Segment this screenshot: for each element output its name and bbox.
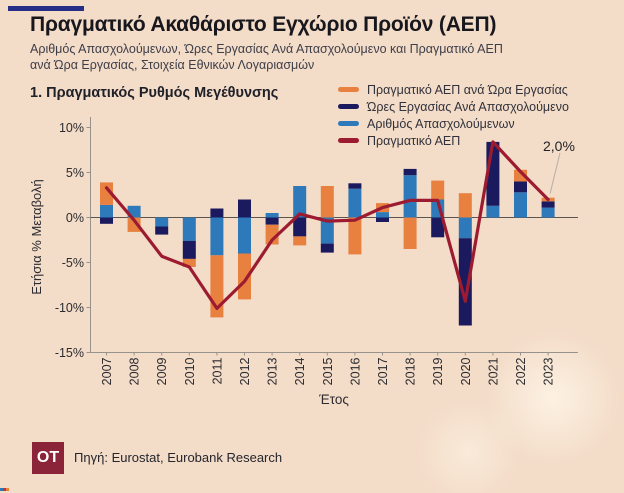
x-tick-label: 2013 [266, 357, 280, 385]
legend-item-employment: Αριθμός Απασχολούμενων [338, 115, 569, 132]
subtitle-line-2: ανά Ώρα Εργασίας, Στοιχεία Εθνικών Λογαρ… [30, 58, 315, 72]
speck-blue [0, 488, 3, 491]
bar-segment-2018 [403, 168, 417, 176]
bar-segment-2016 [348, 217, 362, 255]
annotation-connector [549, 152, 561, 194]
x-tick-label: 2016 [348, 357, 362, 385]
line-end-annotation: 2,0% [543, 138, 575, 154]
subtitle-line-1: Αριθμός Απασχολούμενων, Ώρες Εργασίας Αν… [30, 42, 503, 56]
bar-segment-2015 [320, 243, 334, 253]
speck-orange [6, 488, 9, 491]
bar-segment-2018 [403, 175, 417, 218]
bar-segment-2020 [458, 238, 472, 326]
source-credit: Πηγή: Eurostat, Eurobank Research [74, 450, 283, 465]
bar-segment-2014 [293, 217, 307, 237]
page-subtitle: Αριθμός Απασχολούμενων, Ώρες Εργασίας Αν… [30, 41, 590, 73]
bar-segment-2009 [155, 226, 169, 235]
y-tick-label: 0% [66, 211, 84, 225]
legend-label: Ώρες Εργασίας Ανά Απασχολούμενο [367, 99, 569, 114]
bar-segment-2012 [238, 253, 251, 300]
bar-segment-2020 [458, 193, 472, 218]
real-gdp-line [104, 140, 550, 310]
bar-segment-2022 [514, 169, 527, 182]
x-tick-label: 2022 [514, 357, 528, 385]
bar-segment-2022 [514, 192, 527, 218]
x-tick-label: 2014 [293, 357, 307, 385]
bar-segment-2009 [155, 217, 169, 227]
speck-red [3, 488, 6, 491]
bar-segment-2010 [182, 240, 196, 259]
bar-segment-2023 [541, 201, 555, 208]
bar-segment-2015 [320, 186, 334, 218]
bar-segment-2011 [210, 217, 224, 256]
y-tick-label: 10% [59, 121, 84, 135]
legend-swatch-darkred [338, 138, 359, 143]
bar-segment-2013 [265, 213, 279, 218]
corner-artifact [0, 488, 9, 491]
x-tick-label: 2009 [155, 357, 169, 385]
bar-segment-2008 [127, 205, 141, 218]
bar-segment-2023 [541, 207, 555, 218]
bar-segment-2010 [182, 217, 196, 241]
x-tick-label: 2017 [376, 357, 390, 385]
y-tick-label: -5% [62, 256, 84, 270]
legend-swatch-blue [338, 121, 359, 126]
chart-legend: Πραγματικό ΑΕΠ ανά Ώρα Εργασίας Ώρες Εργ… [338, 81, 569, 149]
bar-segment-2011 [210, 208, 224, 218]
x-tick-label: 2012 [238, 357, 252, 385]
bar-segment-2013 [265, 224, 279, 245]
bar-segment-2008 [127, 217, 141, 232]
chart-title: 1. Πραγματικός Ρυθμός Μεγέθυνσης [30, 85, 279, 101]
bar-segment-2016 [348, 188, 362, 218]
y-axis-title: Ετήσια % Μεταβολή [29, 179, 44, 295]
bar-segment-2017 [376, 217, 389, 222]
ot-logo: OT [32, 442, 64, 474]
bar-segment-2007 [100, 204, 113, 218]
x-tick-label: 2019 [431, 357, 445, 385]
x-tick-label: 2011 [210, 357, 224, 384]
y-tick-label: -15% [55, 346, 84, 360]
x-tick-label: 2018 [404, 357, 418, 385]
x-axis-title: Έτος [318, 392, 349, 407]
x-tick-label: 2023 [542, 357, 556, 385]
bar-segment-2007 [100, 182, 113, 205]
legend-label: Πραγματικό ΑΕΠ [367, 133, 461, 148]
bar-segment-2019 [431, 217, 445, 238]
legend-swatch-orange [338, 87, 359, 92]
x-tick-label: 2021 [486, 357, 500, 385]
bar-segment-2014 [293, 236, 307, 246]
bar-segment-2021 [486, 205, 500, 218]
legend-item-gdp-per-hour: Πραγματικό ΑΕΠ ανά Ώρα Εργασίας [338, 81, 569, 98]
legend-item-hours-per-employee: Ώρες Εργασίας Ανά Απασχολούμενο [338, 98, 569, 115]
x-tick-label: 2007 [100, 357, 114, 385]
page-title: Πραγματικό Ακαθάριστο Εγχώριο Προϊόν (ΑΕ… [30, 13, 497, 36]
bar-segment-2015 [320, 217, 334, 244]
bar-segment-2013 [265, 217, 279, 225]
bar-segment-2012 [238, 199, 251, 218]
legend-label: Αριθμός Απασχολούμενων [367, 116, 515, 131]
bar-segment-2007 [100, 217, 113, 224]
x-tick-label: 2008 [128, 357, 142, 385]
bar-segment-2010 [182, 258, 196, 267]
x-tick-label: 2010 [183, 357, 197, 385]
bar-segment-2022 [514, 181, 527, 193]
top-accent-bar [8, 6, 84, 11]
x-tick-label: 2020 [459, 357, 473, 385]
y-tick-label: 5% [66, 166, 84, 180]
legend-label: Πραγματικό ΑΕΠ ανά Ώρα Εργασίας [367, 82, 568, 97]
bar-segment-2014 [293, 186, 307, 218]
bar-segment-2019 [431, 180, 445, 200]
y-tick-label: -10% [55, 301, 84, 315]
bar-segment-2017 [376, 212, 389, 218]
bar-segment-2016 [348, 183, 362, 189]
x-tick-label: 2015 [321, 357, 335, 385]
legend-item-real-gdp-line: Πραγματικό ΑΕΠ [338, 132, 569, 149]
bar-segment-2012 [238, 217, 251, 254]
bar-segment-2020 [458, 217, 472, 239]
legend-swatch-navy [338, 104, 359, 109]
bar-segment-2018 [403, 217, 417, 249]
